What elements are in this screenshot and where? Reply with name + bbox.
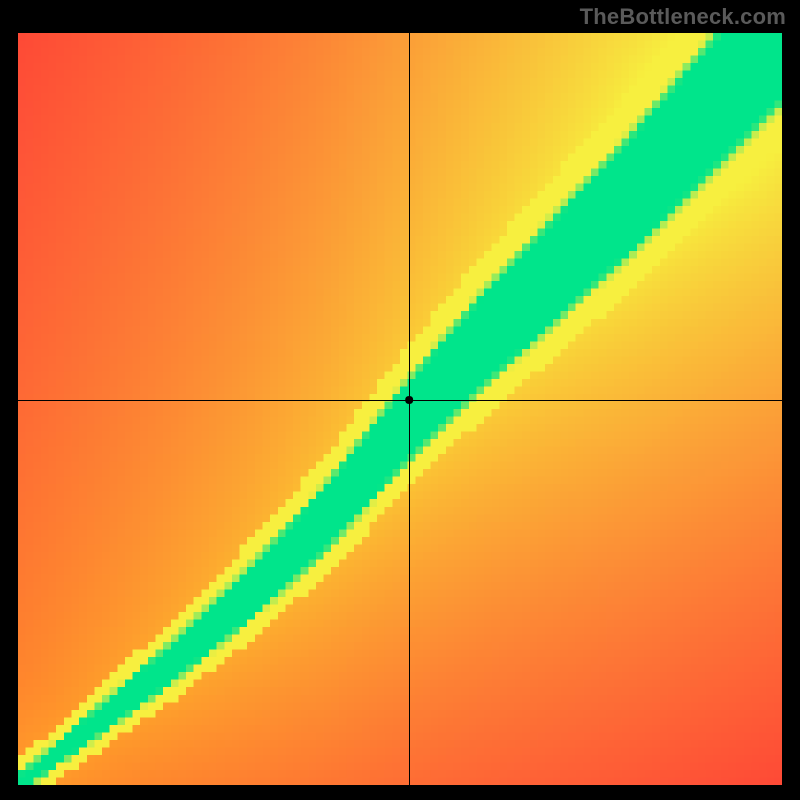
crosshair-overlay <box>18 33 782 785</box>
chart-container: TheBottleneck.com <box>0 0 800 800</box>
watermark-text: TheBottleneck.com <box>580 4 786 30</box>
